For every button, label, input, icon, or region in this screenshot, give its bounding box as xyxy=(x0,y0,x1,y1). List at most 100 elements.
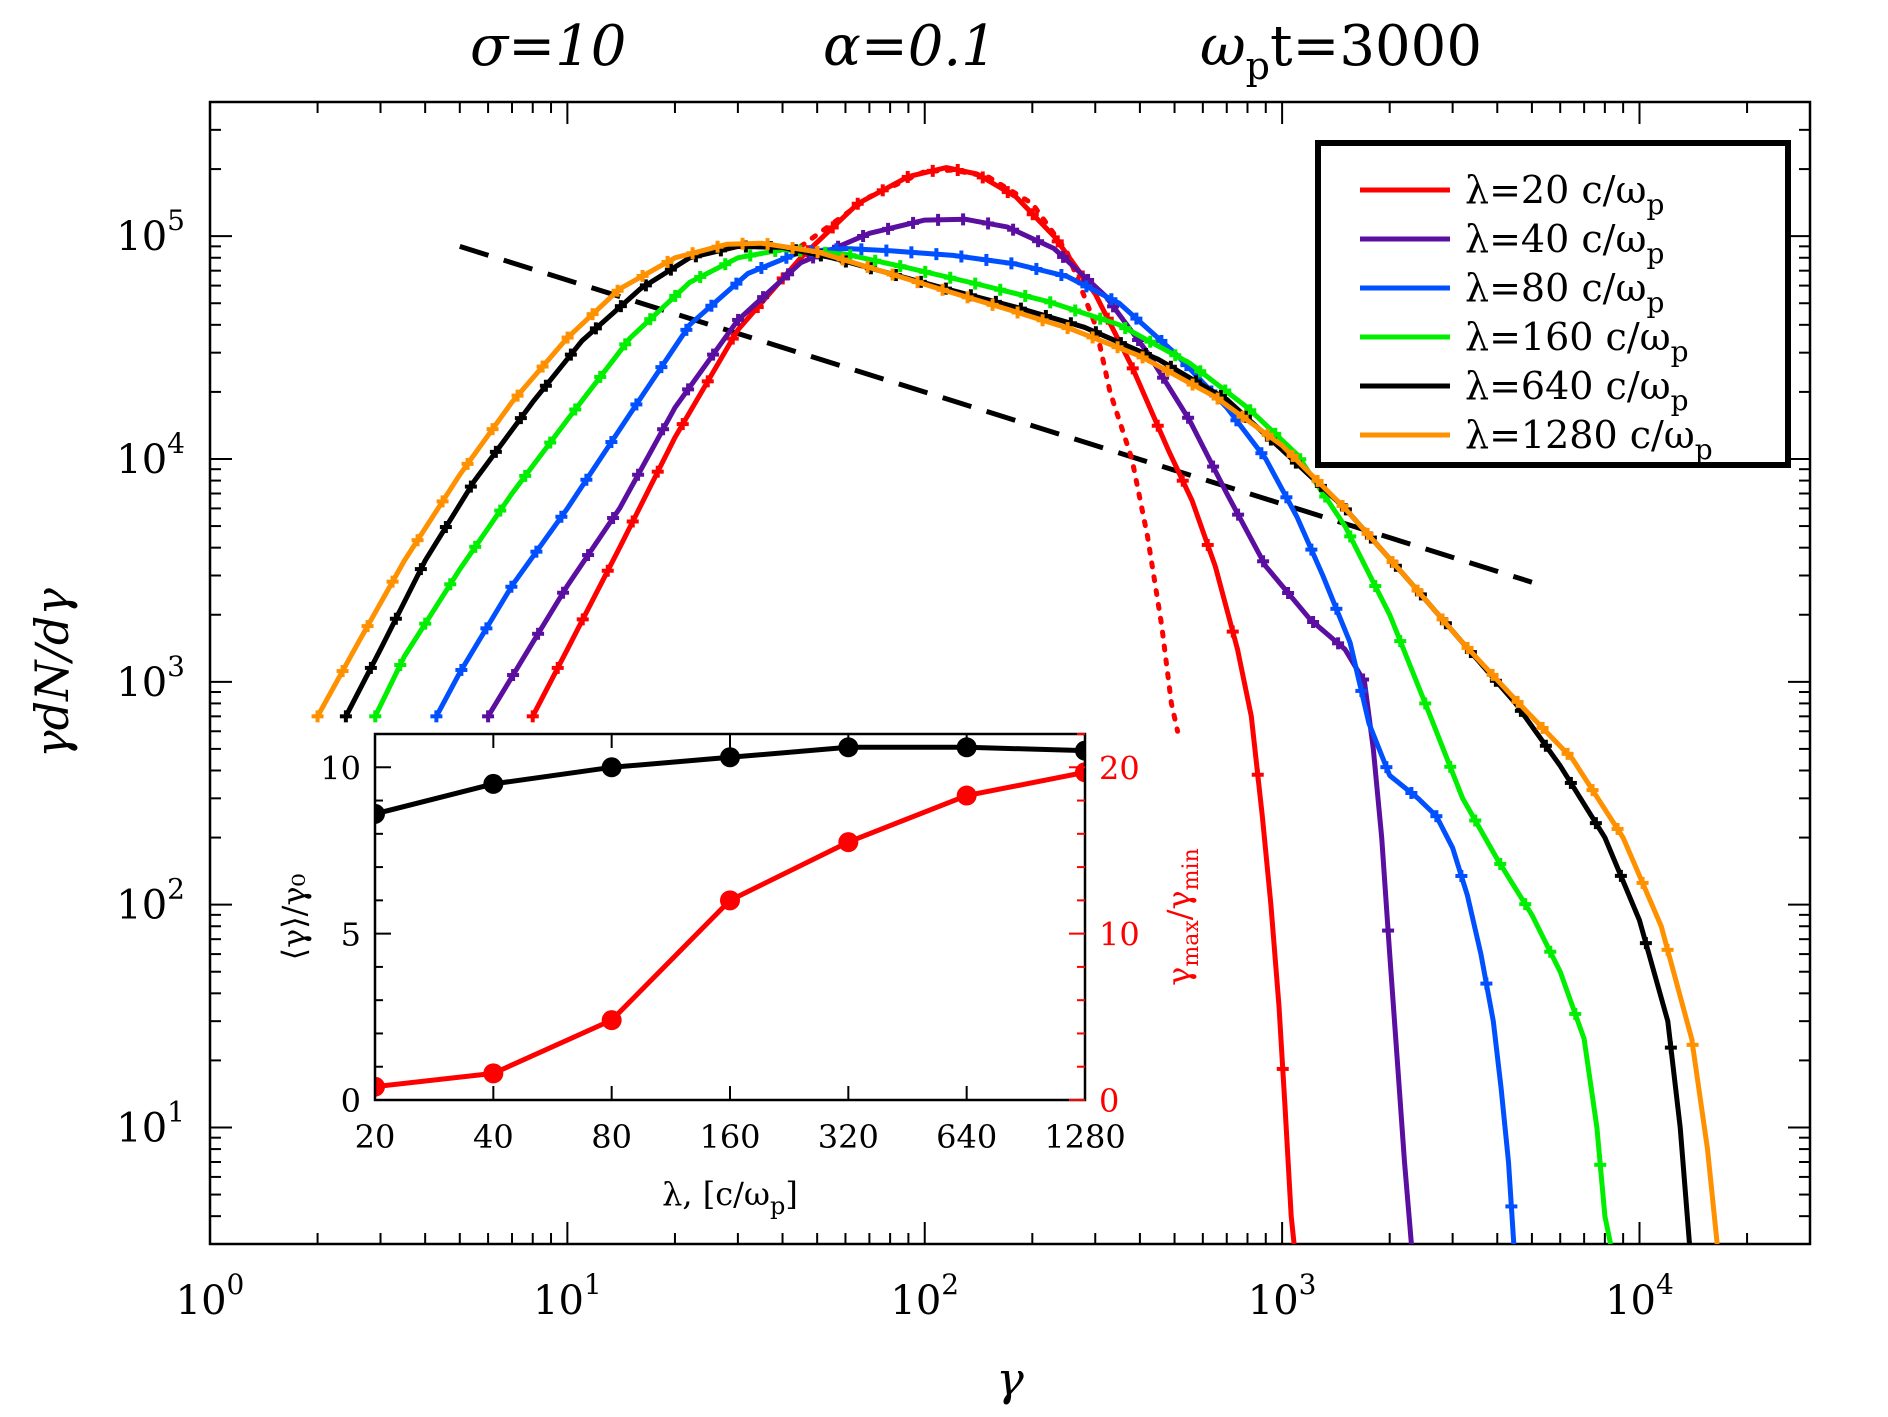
y-tick-label-base: 10 xyxy=(116,214,167,260)
inset-series-point-0 xyxy=(720,747,740,768)
inset-x-tick-label: 40 xyxy=(473,1118,514,1156)
y-tick-label-exp: 2 xyxy=(167,873,185,906)
x-tick-label-base: 10 xyxy=(176,1278,227,1324)
dashed-power-law-line xyxy=(459,244,1533,585)
inset-right-tick-label: 10 xyxy=(1099,916,1140,954)
inset-right-label-base: γ xyxy=(1160,967,1198,986)
legend-name: λ=80 xyxy=(1465,266,1581,310)
inset-series-point-1 xyxy=(375,1076,385,1097)
legend-unit: c/ω xyxy=(1581,217,1646,261)
legend-unit: c/ω xyxy=(1581,168,1646,212)
y-tick-label-exp: 3 xyxy=(167,650,185,683)
x-tick-label-base: 10 xyxy=(533,1278,584,1324)
x-tick-label-exp: 1 xyxy=(584,1268,602,1301)
inset-x-tick-label: 1280 xyxy=(1044,1118,1125,1156)
inset-right-axis-label: γmax/γmin xyxy=(1160,848,1204,986)
y-tick-label-base: 10 xyxy=(116,660,167,706)
legend-label-3: λ=160 c/ωp xyxy=(1465,315,1689,368)
inset-x-label-sub: p xyxy=(770,1192,785,1220)
y-tick-label: 105 xyxy=(116,204,185,260)
y-tick-label-base: 10 xyxy=(116,1105,167,1151)
inset-series-point-0 xyxy=(483,773,504,794)
y-tick-label-exp: 5 xyxy=(167,204,185,237)
inset-left-tick-label: 10 xyxy=(320,749,361,787)
legend-name: λ=1280 xyxy=(1465,413,1630,457)
main-reference-lines xyxy=(459,167,1533,734)
legend-label-0: λ=20 c/ωp xyxy=(1465,168,1664,221)
legend-unit: c/ω xyxy=(1606,364,1671,408)
title-time: ωpt=3000 xyxy=(1200,14,1482,88)
x-tick-label-exp: 4 xyxy=(1656,1268,1674,1301)
inset-series-point-1 xyxy=(956,785,977,806)
x-tick-label: 100 xyxy=(176,1268,245,1324)
inset-right-label-sub2: min xyxy=(1179,848,1204,890)
x-tick-label: 104 xyxy=(1605,1268,1674,1324)
legend-label-2: λ=80 c/ωp xyxy=(1465,266,1664,319)
main-plot-frame xyxy=(208,100,1812,1246)
inset-series-point-1 xyxy=(483,1063,504,1084)
chart-title: σ=10 α=0.1 ωpt=3000 xyxy=(470,14,1482,88)
x-tick-label: 102 xyxy=(890,1268,959,1324)
x-tick-label-base: 10 xyxy=(890,1278,941,1324)
inset-series-point-1 xyxy=(601,1010,622,1031)
legend-name: λ=160 xyxy=(1465,315,1606,359)
inset-left-tick-label: 5 xyxy=(341,916,361,954)
x-tick-label: 103 xyxy=(1248,1268,1317,1324)
y-tick-label-base: 10 xyxy=(116,437,167,483)
y-axis-label: γdN/dγ xyxy=(25,588,79,758)
x-tick-label-exp: 0 xyxy=(227,1268,245,1301)
x-tick-label: 101 xyxy=(533,1268,602,1324)
y-tick-label: 103 xyxy=(116,650,185,706)
inset-series-point-0 xyxy=(1075,740,1085,761)
x-axis-label: γ xyxy=(996,1352,1024,1406)
legend-box xyxy=(1315,140,1791,468)
x-tick-label-exp: 2 xyxy=(941,1268,959,1301)
x-tick-label-base: 10 xyxy=(1248,1278,1299,1324)
inset-x-label-end: ] xyxy=(785,1175,797,1213)
legend-label-4: λ=640 c/ωp xyxy=(1465,364,1689,417)
legend-unit-sub: p xyxy=(1695,433,1713,466)
inset-right-tick-label: 0 xyxy=(1099,1082,1119,1120)
inset-x-tick-label: 640 xyxy=(936,1118,997,1156)
legend-unit: c/ω xyxy=(1581,266,1646,310)
x-tick-label-base: 10 xyxy=(1605,1278,1656,1324)
title-sigma: σ=10 xyxy=(470,14,626,79)
legend-label-1: λ=40 c/ωp xyxy=(1465,217,1664,270)
inset-x-axis-label: λ, [c/ωp] xyxy=(662,1175,798,1220)
title-alpha: α=0.1 xyxy=(823,14,997,79)
legend-unit-sub: p xyxy=(1671,384,1689,417)
inset-right-tick-label: 20 xyxy=(1099,749,1140,787)
inset-left-tick-label: 0 xyxy=(341,1082,361,1120)
dotted-fit-curve xyxy=(798,167,1181,734)
legend: λ=20 c/ωpλ=40 c/ωpλ=80 c/ωpλ=160 c/ωpλ=6… xyxy=(1315,140,1791,468)
legend-unit: c/ω xyxy=(1606,315,1671,359)
y-tick-label-exp: 4 xyxy=(167,427,185,460)
title-time-omega: ω xyxy=(1200,14,1246,79)
y-tick-label: 102 xyxy=(116,873,185,929)
y-tick-label: 104 xyxy=(116,427,185,483)
inset-x-tick-label: 80 xyxy=(591,1118,632,1156)
inset-series-point-1 xyxy=(838,832,859,853)
main-series-group xyxy=(311,164,1720,1244)
legend-unit-sub: p xyxy=(1646,188,1664,221)
inset-x-label-base: λ, [c/ω xyxy=(662,1175,770,1213)
inset-series-point-1 xyxy=(720,890,740,911)
inset-x-tick-label: 20 xyxy=(355,1118,396,1156)
title-time-rest: t=3000 xyxy=(1270,14,1482,79)
legend-name: λ=640 xyxy=(1465,364,1606,408)
legend-label-5: λ=1280 c/ωp xyxy=(1465,413,1713,466)
y-tick-label-base: 10 xyxy=(116,883,167,929)
inset-right-label-sub1: max xyxy=(1179,920,1204,967)
legend-unit-sub: p xyxy=(1646,237,1664,270)
inset-x-tick-label: 320 xyxy=(818,1118,879,1156)
legend-name: λ=20 xyxy=(1465,168,1581,212)
inset-left-axis-label: ⟨γ⟩/γ₀ xyxy=(275,874,313,961)
spectrum-line-0 xyxy=(530,165,1297,1244)
inset-right-label-mid: /γ xyxy=(1160,890,1198,920)
legend-unit-sub: p xyxy=(1671,335,1689,368)
x-tick-label-exp: 3 xyxy=(1299,1268,1317,1301)
